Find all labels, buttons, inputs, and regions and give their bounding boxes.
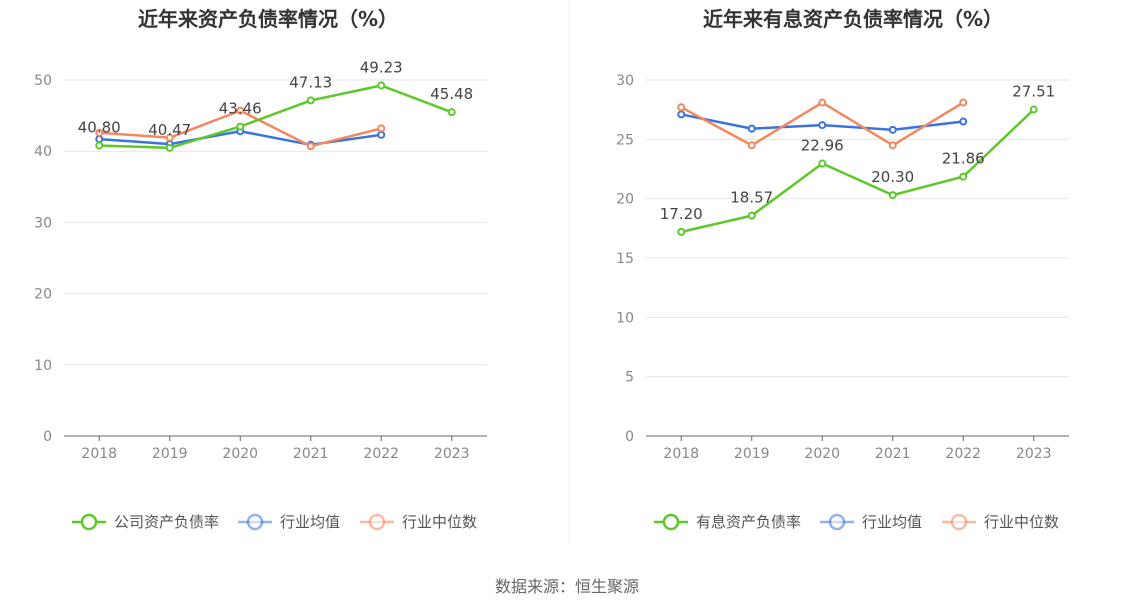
data-point-average[interactable]	[888, 125, 897, 134]
chart-title: 近年来有息资产负债率情况（%）	[703, 7, 1003, 31]
legend-label: 有息资产负债率	[696, 513, 801, 531]
data-point-median[interactable]	[95, 128, 104, 137]
data-label: 21.86	[942, 150, 985, 168]
x-tick-label: 2020	[804, 446, 840, 462]
data-point-median[interactable]	[377, 124, 386, 133]
legend-marker-icon	[662, 513, 680, 531]
data-label: 45.48	[430, 85, 473, 103]
data-label: 49.23	[360, 58, 403, 76]
legend-item-company[interactable]: 公司资产负债率	[72, 513, 219, 531]
x-tick-label: 2021	[293, 446, 329, 462]
data-label: 20.30	[871, 168, 914, 186]
y-tick-label: 10	[34, 358, 52, 374]
x-tick-label: 2018	[81, 446, 117, 462]
legend-marker-icon	[80, 513, 98, 531]
data-point-company[interactable]	[677, 227, 686, 236]
data-point-average[interactable]	[747, 124, 756, 133]
y-tick-label: 15	[616, 251, 634, 267]
asset-liability-chart: 近年来资产负债率情况（%） 0 10 20 30 40 50 2018 2019 2020 2021…	[34, 7, 487, 531]
y-tick-label: 25	[616, 132, 634, 148]
data-label: 18.57	[730, 189, 773, 207]
data-label: 17.20	[660, 205, 703, 223]
data-point-company[interactable]	[747, 211, 756, 220]
data-point-company[interactable]	[95, 141, 104, 150]
legend-item-average[interactable]: 行业均值	[238, 513, 340, 531]
data-point-median[interactable]	[818, 98, 827, 107]
x-tick-label: 2023	[1016, 446, 1052, 462]
data-point-company[interactable]	[306, 96, 315, 105]
y-tick-label: 40	[34, 144, 52, 160]
series-line-company	[680, 108, 1035, 234]
legend-label: 行业中位数	[984, 513, 1059, 531]
x-tick-label: 2020	[222, 446, 258, 462]
y-tick-label: 0	[43, 429, 52, 445]
x-tick-label: 2019	[734, 446, 770, 462]
data-point-company[interactable]	[236, 122, 245, 131]
legend-marker-icon	[246, 513, 264, 531]
data-label: 40.47	[148, 121, 191, 139]
y-tick-label: 20	[34, 287, 52, 303]
data-point-median[interactable]	[165, 133, 174, 142]
series-line-company	[99, 84, 453, 150]
data-point-company[interactable]	[818, 159, 827, 168]
data-point-company[interactable]	[377, 81, 386, 90]
data-point-company[interactable]	[888, 191, 897, 200]
interest-bearing-liability-chart: 近年来有息资产负债率情况（%） 0 5 10 15 20 25 30 2018 2019 2020 2…	[616, 7, 1069, 531]
legend-item-average[interactable]: 行业均值	[820, 513, 922, 531]
data-point-average[interactable]	[959, 117, 968, 126]
data-label: 40.80	[78, 119, 121, 137]
legend-marker-icon	[368, 513, 386, 531]
chart-title: 近年来资产负债率情况（%）	[138, 7, 398, 31]
legend-marker-icon	[950, 513, 968, 531]
y-tick-label: 30	[616, 73, 634, 89]
source-note: 数据来源：恒生聚源	[495, 577, 639, 596]
data-point-median[interactable]	[888, 141, 897, 150]
y-tick-label: 30	[34, 215, 52, 231]
data-point-company[interactable]	[959, 172, 968, 181]
data-point-company[interactable]	[1029, 105, 1038, 114]
y-tick-label: 50	[34, 73, 52, 89]
legend-label: 行业均值	[862, 513, 922, 531]
data-point-average[interactable]	[818, 121, 827, 130]
legend-item-median[interactable]: 行业中位数	[942, 513, 1059, 531]
y-tick-label: 10	[616, 310, 634, 326]
y-tick-label: 5	[625, 370, 634, 386]
data-label: 43.46	[219, 100, 262, 118]
legend-item-company[interactable]: 有息资产负债率	[654, 513, 801, 531]
x-tick-label: 2023	[434, 446, 470, 462]
legend-item-median[interactable]: 行业中位数	[360, 513, 477, 531]
data-label: 27.51	[1012, 83, 1055, 101]
data-label: 22.96	[801, 137, 844, 155]
x-tick-label: 2021	[875, 446, 911, 462]
data-point-median[interactable]	[747, 141, 756, 150]
x-tick-label: 2022	[363, 446, 399, 462]
data-point-company[interactable]	[447, 108, 456, 117]
y-tick-label: 0	[625, 429, 634, 445]
data-point-median[interactable]	[959, 98, 968, 107]
x-tick-label: 2022	[945, 446, 981, 462]
data-point-median[interactable]	[306, 142, 315, 151]
legend-label: 公司资产负债率	[114, 513, 219, 531]
x-tick-label: 2018	[663, 446, 699, 462]
legend-marker-icon	[828, 513, 846, 531]
data-point-average[interactable]	[677, 110, 686, 119]
legend-label: 行业中位数	[402, 513, 477, 531]
legend-label: 行业均值	[280, 513, 340, 531]
x-tick-label: 2019	[152, 446, 188, 462]
data-point-average[interactable]	[377, 130, 386, 139]
data-point-median[interactable]	[677, 103, 686, 112]
data-point-company[interactable]	[165, 143, 174, 152]
data-point-median[interactable]	[236, 106, 245, 115]
data-label: 47.13	[289, 73, 332, 91]
y-tick-label: 20	[616, 192, 634, 208]
data-point-average[interactable]	[95, 135, 104, 144]
